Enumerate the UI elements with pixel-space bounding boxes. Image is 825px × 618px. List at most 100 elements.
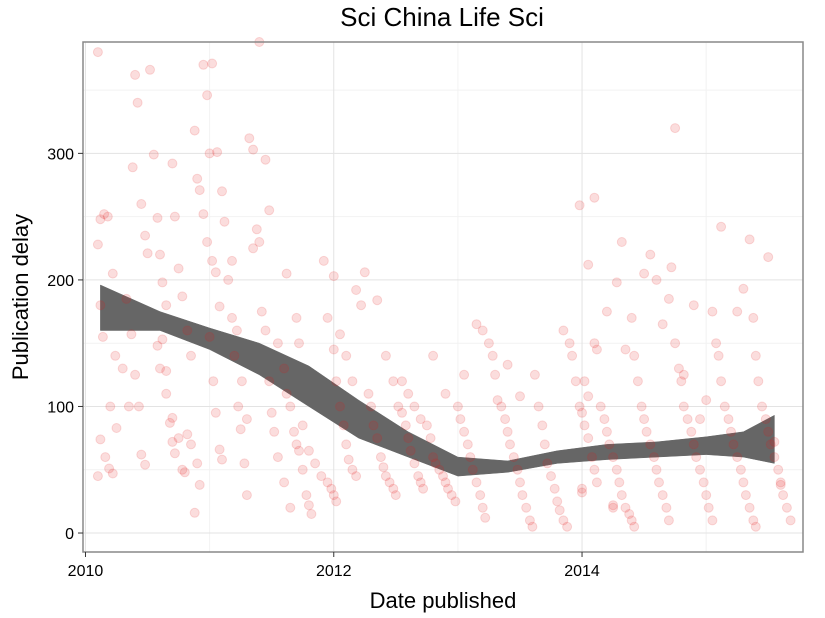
data-point (264, 205, 275, 216)
data-point (310, 458, 321, 469)
data-point (161, 300, 172, 311)
data-point (599, 414, 610, 425)
data-point (707, 306, 718, 317)
data-point (241, 490, 252, 501)
data-point (351, 471, 362, 482)
data-point (130, 69, 141, 80)
data-point (126, 329, 137, 340)
data-point (223, 274, 234, 285)
data-point (773, 464, 784, 475)
data-point (670, 338, 681, 349)
data-point (763, 426, 774, 437)
data-point (380, 350, 391, 361)
data-point (111, 423, 122, 433)
x-tick-label: 2014 (564, 563, 600, 580)
data-point (294, 445, 304, 456)
data-point (624, 509, 635, 519)
data-point (492, 395, 503, 406)
data-point (303, 445, 314, 456)
data-point (595, 401, 606, 412)
data-point (161, 366, 172, 376)
data-point (480, 512, 491, 523)
data-point (703, 502, 714, 513)
data-point (713, 350, 724, 361)
data-point (212, 147, 223, 158)
data-point (179, 467, 190, 478)
data-point (335, 401, 345, 412)
data-point (239, 458, 250, 469)
data-point (748, 515, 759, 526)
data-point (331, 376, 342, 387)
data-point (496, 401, 507, 412)
data-point (169, 211, 180, 222)
data-point (601, 306, 612, 317)
data-point (608, 502, 619, 513)
data-point (341, 350, 352, 361)
data-point (92, 239, 103, 250)
data-point (462, 439, 473, 450)
data-point (418, 483, 429, 494)
data-point (400, 420, 411, 431)
data-point (682, 414, 693, 425)
grid-major (83, 42, 803, 552)
data-point (589, 338, 600, 349)
data-point (570, 376, 581, 387)
data-point (591, 477, 602, 488)
data-point (450, 496, 461, 507)
data-point (657, 319, 668, 330)
data-point (189, 125, 200, 136)
data-point (604, 439, 615, 450)
data-point (363, 388, 374, 399)
data-point (388, 376, 399, 387)
data-point (256, 306, 267, 317)
data-point (202, 90, 213, 101)
data-point (409, 401, 420, 412)
data-point (322, 312, 333, 323)
data-point (244, 133, 255, 144)
data-point (123, 401, 134, 412)
data-point (502, 426, 513, 437)
data-point (202, 237, 213, 247)
data-point (701, 490, 712, 501)
data-point (95, 214, 106, 225)
data-point (757, 401, 767, 412)
data-point (375, 452, 386, 463)
data-point (434, 464, 445, 475)
data-point (177, 464, 188, 475)
data-point (430, 458, 441, 469)
data-point (413, 471, 424, 482)
data-point (616, 490, 627, 501)
data-point (167, 158, 178, 169)
data-point (366, 401, 376, 412)
data-point (459, 426, 470, 437)
data-point (415, 477, 426, 488)
data-point (591, 344, 602, 355)
data-point (186, 439, 196, 450)
data-point (279, 363, 290, 374)
data-point (515, 391, 525, 402)
data-point (673, 363, 684, 374)
data-point (164, 417, 175, 428)
data-point (107, 468, 118, 479)
data-point (140, 230, 151, 241)
data-point (443, 483, 453, 494)
data-point (133, 401, 144, 412)
data-point (289, 426, 299, 437)
data-point (233, 401, 244, 412)
data-point (409, 458, 420, 469)
data-point (207, 255, 218, 266)
data-point (645, 439, 656, 450)
data-point (620, 344, 631, 355)
data-point (670, 123, 681, 134)
data-point (471, 319, 482, 330)
data-point (487, 350, 498, 361)
data-point (477, 325, 488, 336)
data-point (455, 414, 466, 425)
data-point (210, 407, 221, 418)
data-point (142, 248, 153, 259)
data-point (155, 363, 165, 374)
data-point (723, 414, 734, 425)
data-point (425, 433, 436, 444)
data-point (269, 426, 280, 437)
data-point (210, 267, 221, 278)
